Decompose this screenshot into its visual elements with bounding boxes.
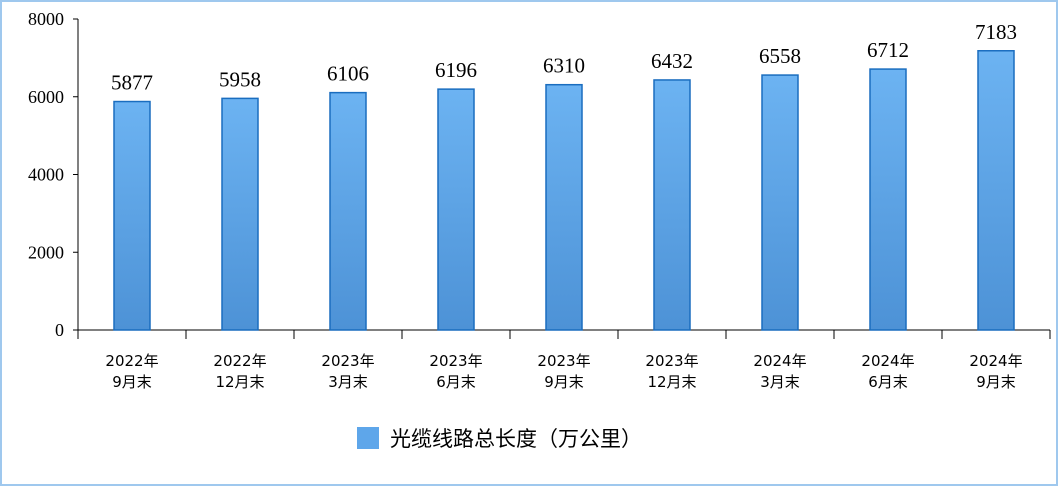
x-tick-label: 2023年 — [537, 352, 590, 370]
x-tick-label: 9月末 — [544, 373, 584, 391]
legend-swatch — [357, 427, 379, 449]
y-tick-label: 6000 — [28, 87, 64, 107]
x-tick-label: 2022年 — [213, 352, 266, 370]
x-tick-label: 12月末 — [647, 373, 696, 391]
bar — [437, 88, 475, 331]
x-tick-label: 3月末 — [760, 373, 800, 391]
bar — [545, 83, 583, 331]
bar — [977, 50, 1015, 331]
value-label: 6432 — [651, 49, 693, 73]
x-tick-label: 9月末 — [976, 373, 1016, 391]
legend-label: 光缆线路总长度（万公里） — [390, 427, 642, 451]
x-tick-label: 2024年 — [861, 352, 914, 370]
x-tick-label: 2022年 — [105, 352, 158, 370]
y-tick-label: 8000 — [28, 9, 64, 29]
value-label: 6712 — [867, 38, 909, 62]
value-label: 6310 — [543, 54, 585, 78]
bar — [221, 97, 259, 331]
x-tick-label: 6月末 — [868, 373, 908, 391]
x-tick-label: 6月末 — [436, 373, 476, 391]
value-label: 6106 — [327, 62, 369, 86]
value-label: 7183 — [975, 20, 1017, 44]
value-label: 6196 — [435, 58, 477, 82]
bar — [329, 91, 367, 331]
bar — [653, 79, 691, 331]
x-tick-label: 9月末 — [112, 373, 152, 391]
x-tick-label: 2023年 — [321, 352, 374, 370]
x-tick-label: 12月末 — [215, 373, 264, 391]
y-tick-label: 0 — [55, 320, 64, 340]
value-label: 5958 — [219, 67, 261, 91]
y-tick-label: 4000 — [28, 165, 64, 185]
bar — [869, 68, 907, 331]
x-tick-label: 2024年 — [969, 352, 1022, 370]
bar — [113, 100, 151, 331]
x-tick-label: 2024年 — [753, 352, 806, 370]
x-tick-label: 2023年 — [429, 352, 482, 370]
y-tick-label: 2000 — [28, 242, 64, 262]
bar — [761, 74, 799, 331]
value-label: 5877 — [111, 71, 153, 95]
x-tick-label: 2023年 — [645, 352, 698, 370]
value-label: 6558 — [759, 44, 801, 68]
x-tick-label: 3月末 — [328, 373, 368, 391]
